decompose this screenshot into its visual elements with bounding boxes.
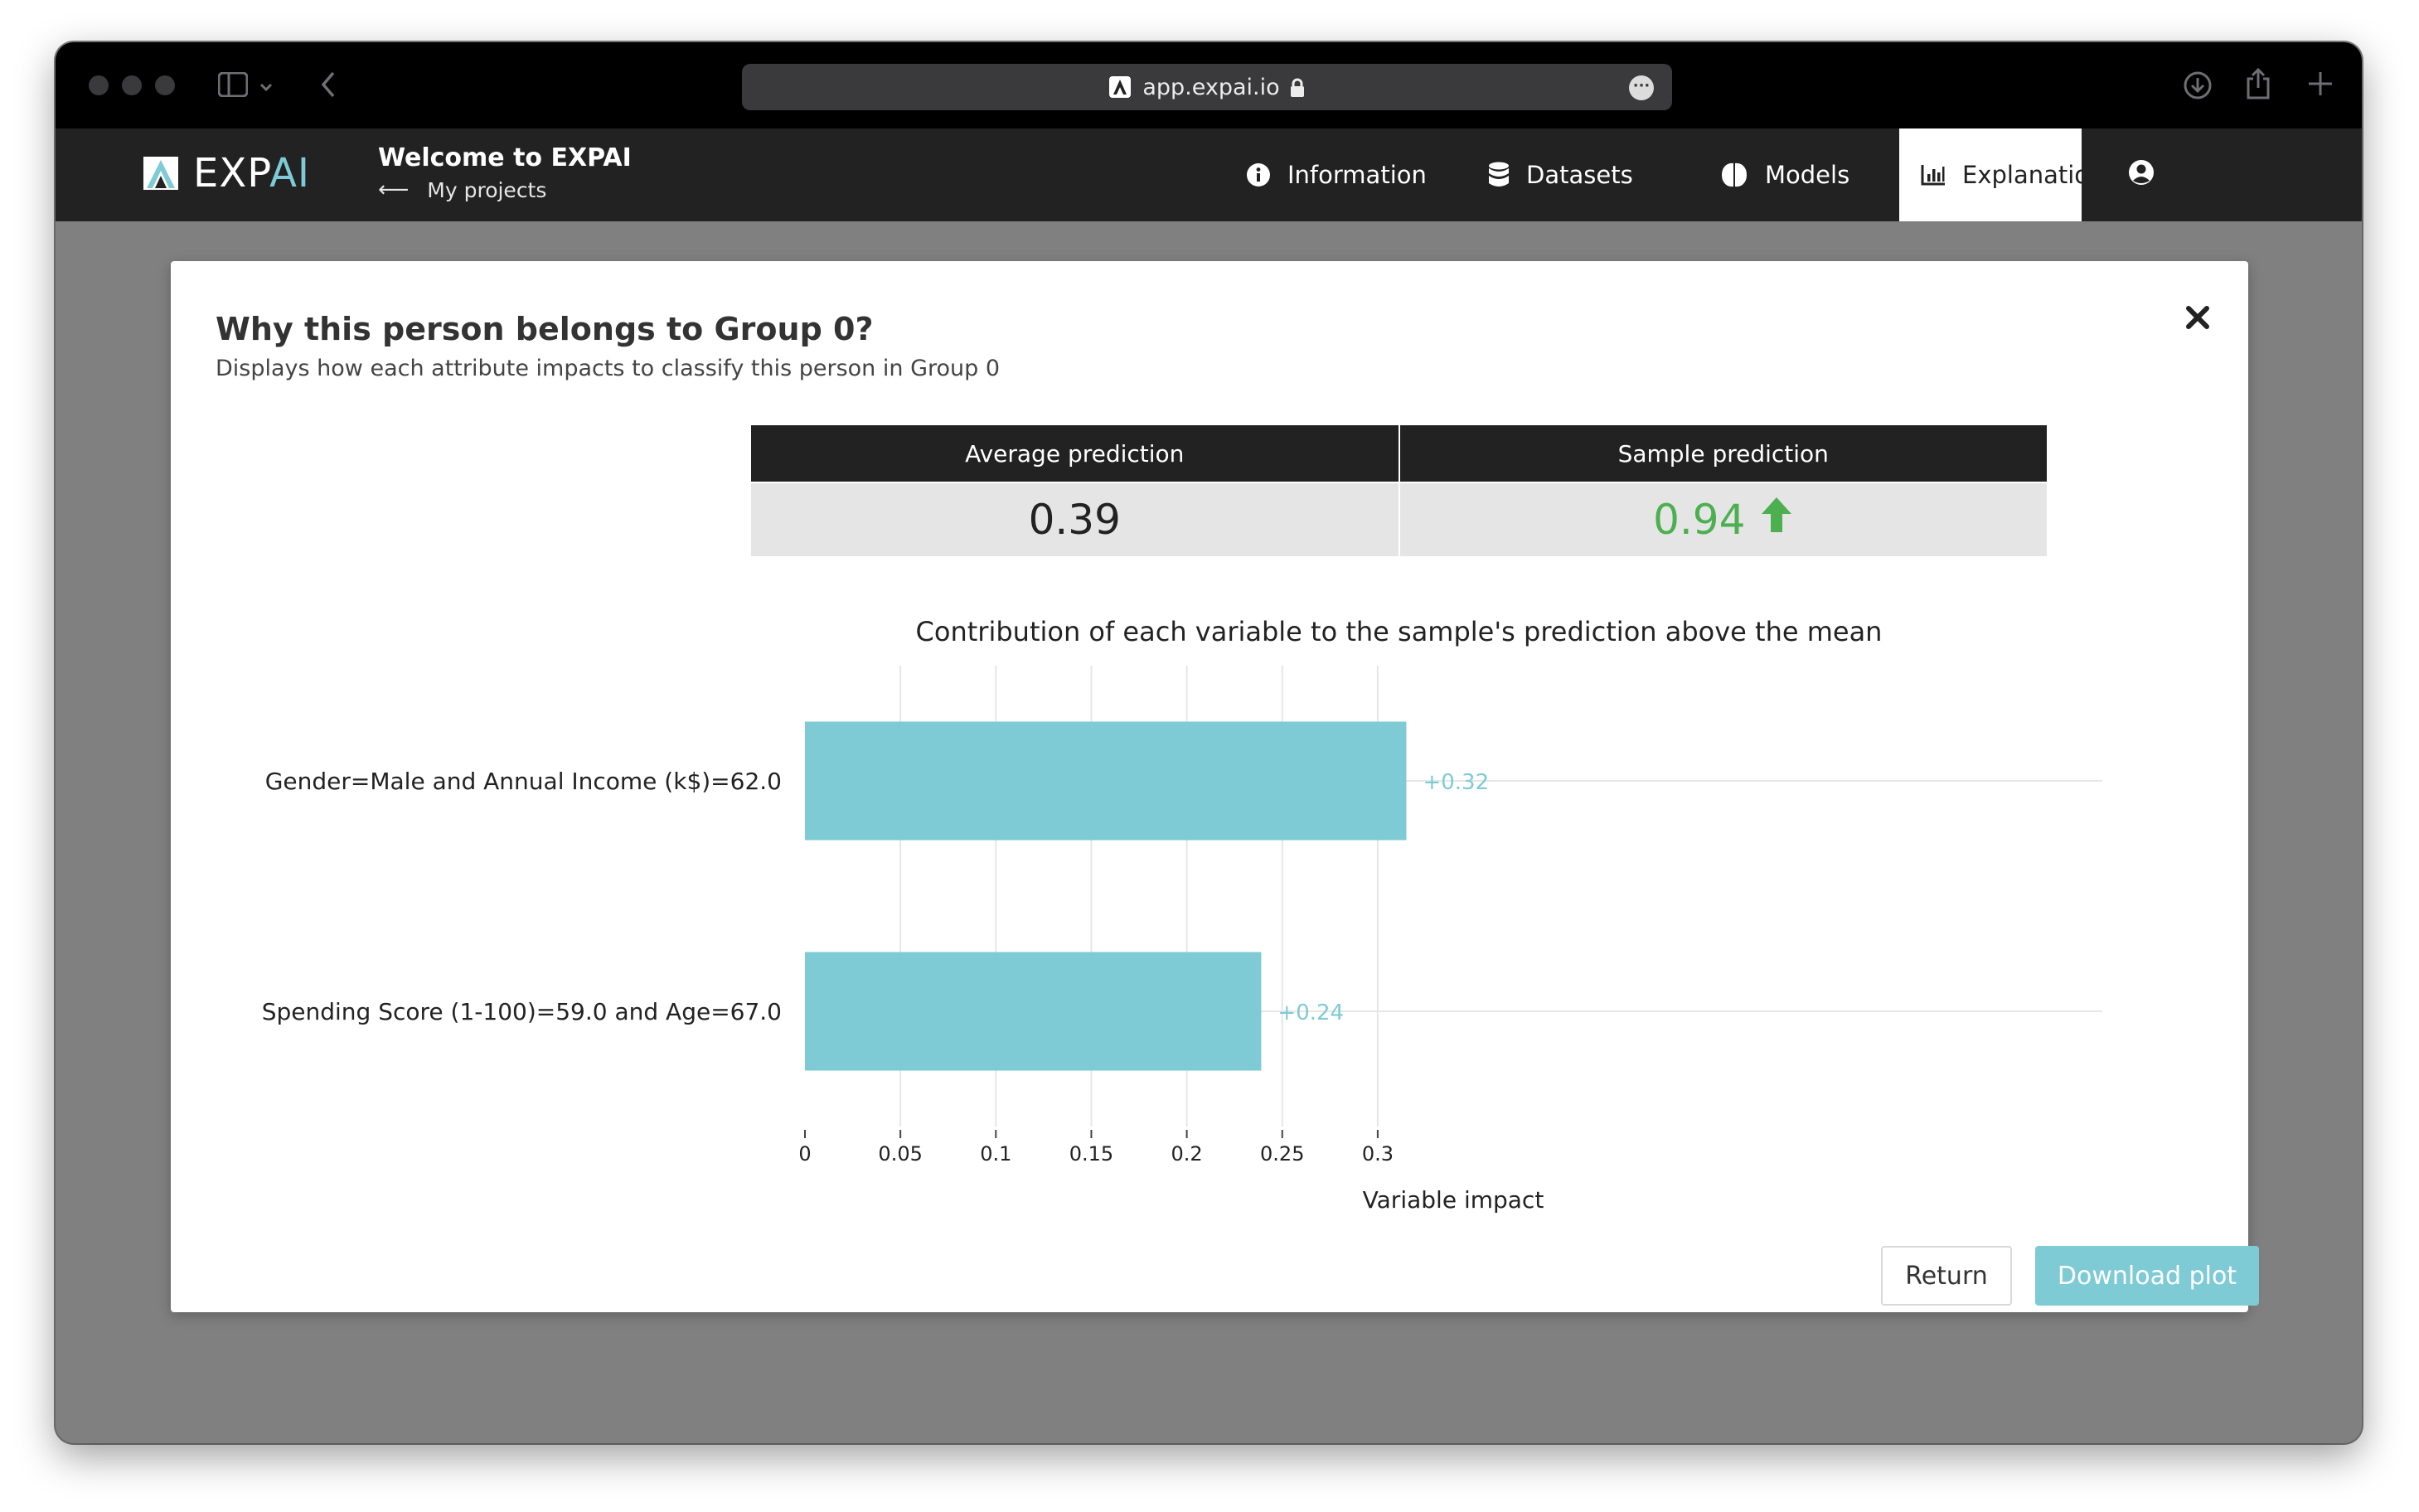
- contribution-bar-chart: +0.32 Gender=Male and Annual Income (k$)=…: [262, 666, 2102, 1214]
- modal-title: Why this person belongs to Group 0?: [216, 311, 874, 347]
- bar-value-label: +0.32: [1423, 770, 1489, 795]
- average-prediction-header: Average prediction: [751, 425, 1400, 482]
- my-projects-link[interactable]: ⟵ My projects: [378, 177, 632, 202]
- nav-information-label: Information: [1287, 161, 1427, 189]
- expai-logo[interactable]: EXPAI: [143, 150, 310, 196]
- chevron-down-icon[interactable]: [258, 75, 274, 100]
- nav-datasets[interactable]: Datasets: [1488, 128, 1633, 221]
- bar-value-label: +0.24: [1277, 1001, 1344, 1025]
- lock-icon: [1290, 78, 1305, 97]
- x-tick-label: 0.15: [1069, 1142, 1113, 1166]
- sample-prediction-value: 0.94: [1653, 496, 1746, 544]
- close-icon: [2186, 306, 2209, 329]
- back-icon[interactable]: [319, 70, 337, 104]
- new-tab-icon[interactable]: [2307, 70, 2334, 102]
- nav-models-label: Models: [1765, 161, 1850, 189]
- more-options-icon[interactable]: ···: [1629, 75, 1654, 100]
- logo-text: EXPAI: [193, 150, 311, 196]
- chart-title: Contribution of each variable to the sam…: [915, 616, 1883, 647]
- address-bar[interactable]: app.expai.io ···: [742, 64, 1672, 110]
- arrow-left-icon: ⟵: [378, 177, 410, 202]
- category-label: Spending Score (1-100)=59.0 and Age=67.0: [262, 998, 782, 1025]
- modal-subtitle: Displays how each attribute impacts to c…: [216, 356, 1001, 381]
- browser-toolbar: app.expai.io ···: [56, 42, 2362, 128]
- minimize-window-button[interactable]: [122, 75, 142, 95]
- brain-icon: [1720, 162, 1748, 188]
- nav-explanations[interactable]: Explanations: [1899, 128, 2117, 221]
- arrow-up-icon: [1760, 496, 1793, 544]
- nav-information[interactable]: Information: [1246, 128, 1427, 221]
- browser-window: app.expai.io ··· EXPAI W: [56, 42, 2362, 1443]
- x-tick-label: 0.05: [878, 1142, 922, 1166]
- x-tick-label: 0.3: [1362, 1142, 1394, 1166]
- logo-mark-icon: [143, 157, 178, 190]
- nav-explanations-label: Explanations: [1962, 161, 2117, 189]
- site-favicon-icon: [1109, 76, 1132, 98]
- share-icon[interactable]: [2246, 67, 2271, 105]
- zoom-window-button[interactable]: [155, 75, 175, 95]
- bar: [805, 721, 1407, 841]
- bar: [805, 952, 1262, 1071]
- database-icon: [1488, 162, 1510, 188]
- category-label: Gender=Male and Annual Income (k$)=62.0: [265, 768, 782, 795]
- sample-prediction-cell: 0.94: [1400, 483, 2048, 556]
- x-tick-label: 0.1: [980, 1142, 1011, 1166]
- user-menu[interactable]: [2128, 128, 2155, 221]
- close-window-button[interactable]: [89, 75, 109, 95]
- download-plot-button[interactable]: Download plot: [2035, 1246, 2259, 1306]
- downloads-icon[interactable]: [2183, 70, 2213, 105]
- project-header: Welcome to EXPAI ⟵ My projects: [378, 143, 632, 202]
- explanation-modal: Why this person belongs to Group 0? Disp…: [171, 261, 2259, 1312]
- info-circle-icon: [1246, 162, 1271, 187]
- bar-chart-icon: [1921, 164, 1946, 186]
- prediction-table: Average prediction Sample prediction 0.3…: [751, 425, 2047, 556]
- nav-models[interactable]: Models: [1720, 128, 1849, 221]
- nav-datasets-label: Datasets: [1526, 161, 1633, 189]
- return-button[interactable]: Return: [1881, 1246, 2012, 1306]
- my-projects-label: My projects: [427, 177, 547, 202]
- x-tick-label: 0.2: [1171, 1142, 1203, 1166]
- sidebar-toggle-icon[interactable]: [217, 71, 249, 102]
- x-axis-label: Variable impact: [1363, 1186, 1544, 1214]
- sample-prediction-header: Sample prediction: [1617, 439, 1829, 468]
- average-prediction-value: 0.39: [751, 483, 1400, 556]
- x-tick-label: 0: [798, 1142, 811, 1166]
- close-modal-button[interactable]: [2185, 303, 2210, 336]
- x-tick-label: 0.25: [1260, 1142, 1304, 1166]
- welcome-title: Welcome to EXPAI: [378, 143, 632, 172]
- url-text: app.expai.io: [1142, 74, 1280, 100]
- user-circle-icon: [2128, 159, 2155, 191]
- app-navbar: EXPAI Welcome to EXPAI ⟵ My projects Inf…: [56, 128, 2362, 221]
